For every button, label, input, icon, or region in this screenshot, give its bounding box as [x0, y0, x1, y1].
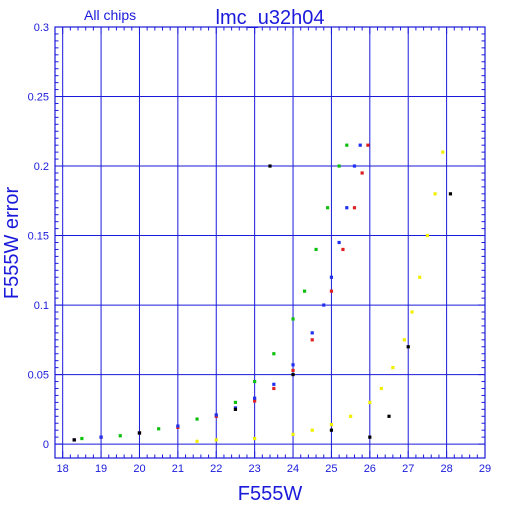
scatter-point-blue [291, 363, 295, 367]
scatter-point-blue [214, 413, 218, 417]
scatter-point-blue [253, 396, 257, 400]
chart-title: lmc_u32h04 [216, 7, 325, 29]
y-tick-label: 0 [43, 439, 49, 451]
scatter-point-black [291, 372, 295, 377]
scatter-point-yellow [433, 192, 437, 196]
y-tick-label: 0.05 [28, 370, 49, 382]
x-tick-label: 20 [133, 463, 145, 475]
x-tick-label: 21 [172, 463, 184, 475]
scatter-point-black [406, 345, 410, 349]
x-tick-label: 26 [364, 463, 376, 475]
scatter-point-black [448, 192, 453, 196]
grid-lines [55, 27, 485, 458]
scatter-point-yellow [195, 439, 199, 443]
x-tick-label: 19 [95, 463, 107, 475]
scatter-point-green [253, 379, 257, 384]
scatter-point-yellow [379, 386, 383, 391]
scatter-point-yellow [402, 338, 406, 342]
scatter-point-yellow [391, 366, 395, 370]
scatter-point-black [268, 164, 272, 168]
x-tick-label: 24 [287, 463, 299, 475]
y-tick-label: 0.1 [34, 300, 49, 312]
x-axis-label: F555W [238, 483, 303, 505]
plot-frame [54, 26, 486, 459]
scatter-point-yellow [214, 438, 218, 442]
scatter-point-green [80, 436, 84, 441]
scatter-point-yellow [441, 150, 445, 154]
scatter-point-black [368, 435, 372, 439]
scatter-point-blue [99, 435, 103, 439]
scatter-point-blue [310, 331, 314, 335]
scatter-point-green [272, 352, 276, 356]
scatter-point-yellow [349, 414, 353, 418]
scatter-point-blue [352, 164, 357, 168]
y-tick-label: 0.25 [28, 92, 49, 104]
scatter-point-green [302, 289, 307, 293]
scatter-point-yellow [425, 233, 430, 238]
x-tick-label: 18 [57, 463, 69, 475]
x-tick-label: 23 [249, 463, 261, 475]
scatter-point-green [345, 143, 349, 147]
x-tick-label: 22 [210, 463, 222, 475]
scatter-point-blue [329, 275, 334, 279]
scatter-point-red [360, 171, 364, 175]
x-tick-label: 28 [440, 463, 452, 475]
x-tick-label: 29 [479, 463, 491, 475]
scatter-point-green [291, 317, 295, 321]
scatter-point-red [329, 289, 334, 293]
scatter-point-yellow [310, 428, 314, 432]
scatter-point-blue [322, 303, 326, 307]
scatter-point-green [118, 434, 122, 438]
scatter-point-yellow [329, 423, 334, 427]
scatter-point-blue [345, 206, 349, 210]
scatter-point-green [157, 427, 161, 431]
data-points [72, 143, 453, 443]
scatter-point-yellow [410, 310, 414, 314]
scatter-point-red [291, 368, 295, 373]
scatter-point-green [337, 164, 341, 168]
scatter-point-yellow [368, 400, 372, 404]
scatter-point-blue [358, 143, 362, 147]
y-tick-label: 0.15 [28, 231, 49, 243]
scatter-point-yellow [253, 436, 257, 441]
scatter-point-yellow [291, 432, 295, 436]
scatter-point-green [233, 400, 238, 404]
scatter-point-green [195, 417, 199, 421]
chart-subtitle: All chips [84, 7, 136, 23]
scatter-point-green [325, 206, 330, 210]
scatter-point-yellow [418, 275, 422, 279]
scatter-point-black [233, 407, 238, 411]
scatter-point-blue [337, 240, 341, 245]
scatter-point-red [366, 143, 370, 147]
scatter-point-blue [176, 424, 180, 428]
y-tick-label: 0.3 [34, 22, 49, 34]
scatter-point-green [314, 247, 318, 252]
scatter-point-red [352, 206, 357, 210]
x-tick-label: 25 [325, 463, 337, 475]
scatter-point-black [329, 428, 334, 432]
scatter-point-red [272, 386, 276, 391]
y-axis-label: F555W error [1, 187, 23, 300]
scatter-point-red [253, 399, 257, 403]
axis-ticks: 18 19 20 21 22 23 24 25 26 27 28 29 0 0.05 0.1 0.15 0.2 0… [28, 22, 492, 475]
scatter-point-black [137, 431, 142, 435]
x-tick-label: 27 [402, 463, 414, 475]
scatter-point-blue [272, 382, 276, 386]
scatter-point-red [310, 338, 314, 342]
scatter-point-black [72, 438, 76, 442]
scatter-point-red [341, 247, 345, 252]
y-tick-label: 0.2 [34, 161, 49, 173]
scatter-point-black [387, 414, 391, 418]
